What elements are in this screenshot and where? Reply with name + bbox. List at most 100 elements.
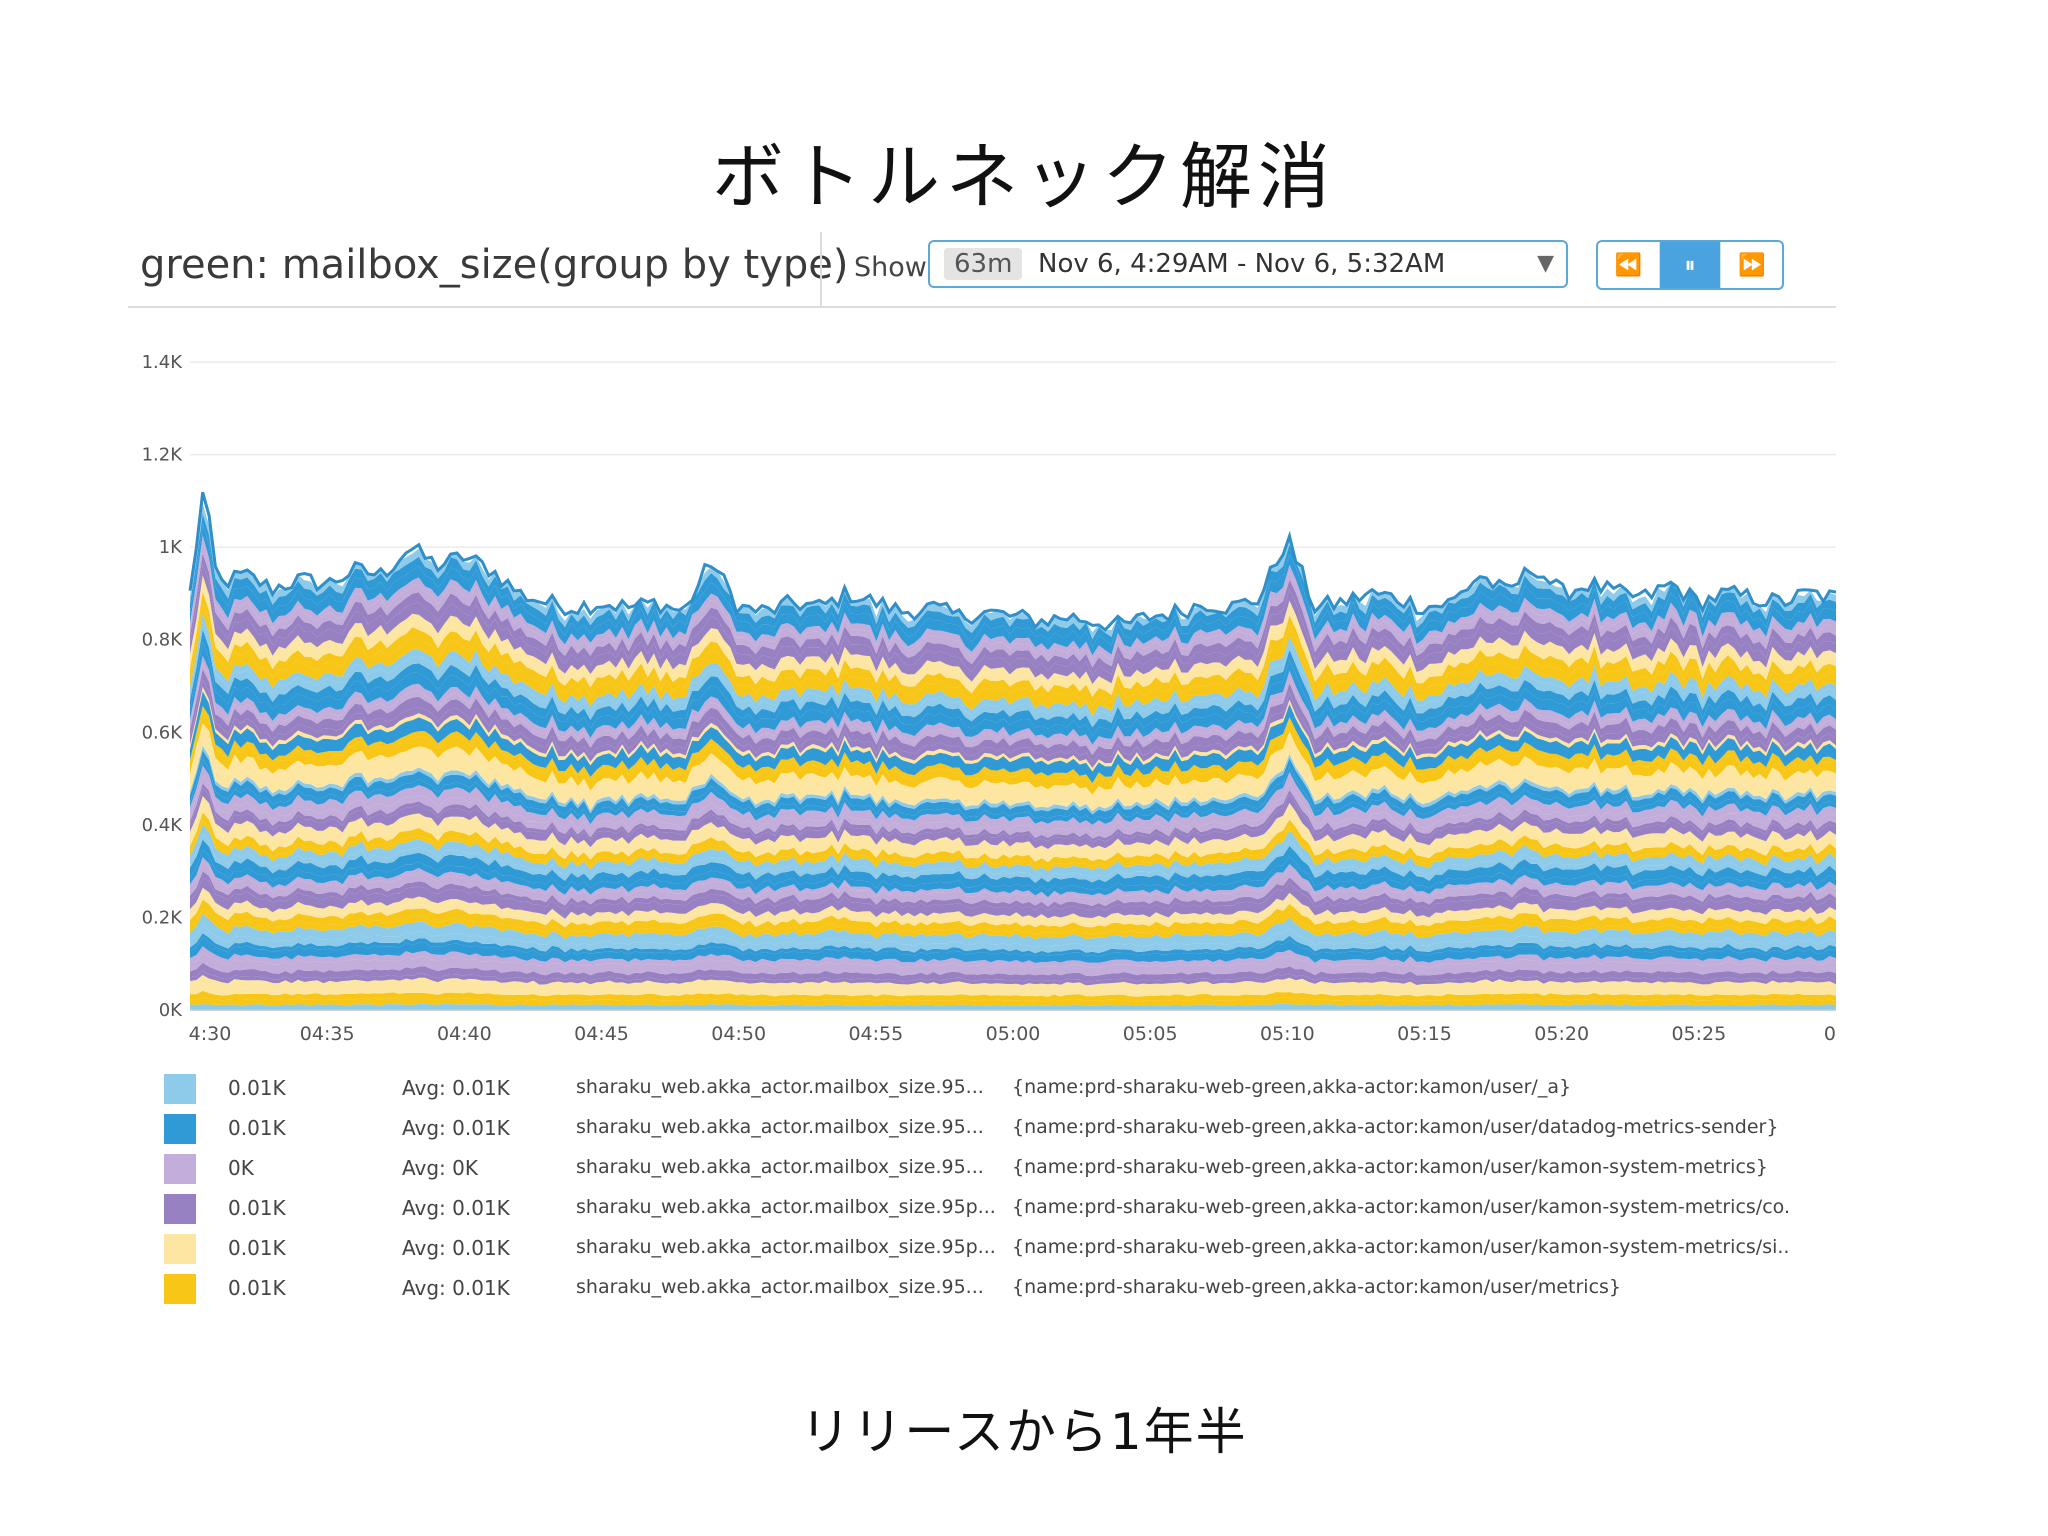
legend-avg: Avg: 0.01K bbox=[402, 1236, 510, 1260]
legend-avg: Avg: 0.01K bbox=[402, 1116, 510, 1140]
header-divider bbox=[820, 232, 822, 306]
x-tick-label: 05:00 bbox=[986, 1023, 1041, 1045]
area-band bbox=[190, 924, 1836, 954]
area-band bbox=[190, 629, 1836, 736]
legend-tags: {name:prd-sharaku-web-green,akka-actor:k… bbox=[1012, 1236, 1790, 1258]
forward-button[interactable]: ⏩ bbox=[1737, 252, 1766, 278]
area-band bbox=[190, 705, 1836, 788]
pause-button[interactable]: ⏸ bbox=[1659, 242, 1722, 288]
area-band bbox=[190, 946, 1836, 968]
x-tick-label: 04:50 bbox=[711, 1023, 766, 1045]
area-band bbox=[190, 953, 1836, 977]
stacked-area-chart: 0K 0.2K 0.4K 0.6K 0.8K 1K 1.2K 1.4K 4:30 04:35 04:… bbox=[142, 352, 1837, 1045]
slide-title: ボトルネック解消 bbox=[711, 135, 1336, 219]
area-band bbox=[190, 1003, 1836, 1010]
x-tick-label: 04:40 bbox=[437, 1023, 492, 1045]
y-tick-label: 1.2K bbox=[142, 445, 184, 466]
area-band bbox=[190, 602, 1836, 716]
legend-swatch bbox=[164, 1074, 196, 1104]
area-band bbox=[190, 641, 1836, 745]
area-band bbox=[190, 691, 1836, 783]
legend-metric: sharaku_web.akka_actor.mailbox_size.95p.… bbox=[576, 1196, 996, 1218]
legend-row[interactable]: 0.01K Avg: 0.01K sharaku_web.akka_actor.… bbox=[160, 1230, 1860, 1270]
area-band bbox=[190, 908, 1836, 940]
area-band bbox=[190, 861, 1836, 907]
area-band bbox=[190, 913, 1836, 948]
area-band bbox=[190, 801, 1836, 863]
area-band bbox=[190, 819, 1836, 872]
legend-avg: Avg: 0K bbox=[402, 1156, 478, 1180]
legend-swatch bbox=[164, 1154, 196, 1184]
legend-tags: {name:prd-sharaku-web-green,akka-actor:k… bbox=[1012, 1276, 1622, 1298]
legend-row[interactable]: 0.01K Avg: 0.01K sharaku_web.akka_actor.… bbox=[160, 1110, 1860, 1150]
y-tick-label: 0K bbox=[159, 1000, 183, 1021]
time-range-text: Nov 6, 4:29AM - Nov 6, 5:32AM bbox=[1038, 249, 1446, 279]
legend-value: 0K bbox=[228, 1156, 254, 1180]
legend-swatch bbox=[164, 1274, 196, 1304]
slide-caption: リリースから1年半 bbox=[800, 1403, 1248, 1461]
area-band bbox=[190, 937, 1836, 963]
x-tick-label: 05:05 bbox=[1123, 1023, 1178, 1045]
legend-swatch bbox=[164, 1194, 196, 1224]
area-band bbox=[190, 857, 1836, 901]
area-band bbox=[190, 899, 1836, 935]
legend-tags: {name:prd-sharaku-web-green,akka-actor:k… bbox=[1012, 1196, 1790, 1218]
area-band bbox=[190, 877, 1836, 919]
legend-swatch bbox=[164, 1234, 196, 1264]
legend-row[interactable]: 0K Avg: 0K sharaku_web.akka_actor.mailbo… bbox=[160, 1150, 1860, 1190]
y-tick-label: 0.4K bbox=[142, 815, 184, 836]
x-tick-label: 4:30 bbox=[189, 1023, 232, 1045]
axis-layer: 0K 0.2K 0.4K 0.6K 0.8K 1K 1.2K 1.4K 4:30 04:35 04:… bbox=[142, 352, 1836, 1045]
area-band bbox=[190, 662, 1836, 755]
legend-value: 0.01K bbox=[228, 1196, 286, 1220]
legend-swatch bbox=[164, 1114, 196, 1144]
area-band bbox=[190, 894, 1836, 928]
area-band bbox=[190, 997, 1836, 1006]
area-band bbox=[190, 975, 1836, 993]
legend-metric: sharaku_web.akka_actor.mailbox_size.95..… bbox=[576, 1116, 984, 1138]
total-outline bbox=[188, 491, 1837, 632]
area-band bbox=[190, 839, 1836, 892]
legend-avg: Avg: 0.01K bbox=[402, 1196, 510, 1220]
area-band bbox=[190, 834, 1836, 883]
widget-header: green: mailbox_size(group by type) Show … bbox=[128, 232, 1836, 308]
area-band bbox=[190, 712, 1836, 795]
widget-title: green: mailbox_size(group by type) bbox=[140, 242, 849, 288]
area-band bbox=[190, 962, 1836, 983]
legend-tags: {name:prd-sharaku-web-green,akka-actor:k… bbox=[1012, 1076, 1572, 1098]
y-tick-label: 0.6K bbox=[142, 722, 184, 743]
x-tick-label: 05:20 bbox=[1534, 1023, 1589, 1045]
area-band bbox=[190, 849, 1836, 898]
legend-avg: Avg: 0.01K bbox=[402, 1076, 510, 1100]
time-range-select[interactable]: 63m Nov 6, 4:29AM - Nov 6, 5:32AM ▼ bbox=[928, 240, 1568, 288]
legend-metric: sharaku_web.akka_actor.mailbox_size.95..… bbox=[576, 1156, 984, 1178]
area-band bbox=[190, 796, 1836, 854]
y-tick-label: 1K bbox=[159, 537, 183, 558]
x-tick-label: 05:10 bbox=[1260, 1023, 1315, 1045]
area-band bbox=[190, 776, 1836, 839]
x-tick-label: 05:25 bbox=[1671, 1023, 1726, 1045]
chevron-down-icon[interactable]: ▼ bbox=[1537, 251, 1554, 276]
legend-row[interactable]: 0.01K Avg: 0.01K sharaku_web.akka_actor.… bbox=[160, 1190, 1860, 1230]
area-band bbox=[190, 750, 1836, 821]
area-band bbox=[190, 723, 1836, 812]
x-tick-label: 04:45 bbox=[574, 1023, 629, 1045]
x-tick-label: 04:55 bbox=[848, 1023, 903, 1045]
rewind-button[interactable]: ⏪ bbox=[1598, 242, 1660, 288]
area-band bbox=[190, 984, 1836, 997]
y-tick-label: 1.4K bbox=[142, 352, 184, 373]
area-band bbox=[190, 871, 1836, 911]
y-tick-label: 0.8K bbox=[142, 630, 184, 651]
duration-badge: 63m bbox=[944, 248, 1023, 280]
x-tick-label: 0 bbox=[1824, 1023, 1836, 1045]
legend-tags: {name:prd-sharaku-web-green,akka-actor:k… bbox=[1012, 1156, 1768, 1178]
legend-row[interactable]: 0.01K Avg: 0.01K sharaku_web.akka_actor.… bbox=[160, 1270, 1860, 1310]
legend-avg: Avg: 0.01K bbox=[402, 1276, 510, 1300]
area-band bbox=[190, 887, 1836, 924]
y-tick-label: 0.2K bbox=[142, 907, 184, 928]
legend-metric: sharaku_web.akka_actor.mailbox_size.95..… bbox=[576, 1076, 984, 1098]
legend-tags: {name:prd-sharaku-web-green,akka-actor:k… bbox=[1012, 1116, 1779, 1138]
area-band bbox=[190, 668, 1836, 763]
legend-row[interactable]: 0.01K Avg: 0.01K sharaku_web.akka_actor.… bbox=[160, 1070, 1860, 1110]
area-band bbox=[190, 970, 1836, 986]
